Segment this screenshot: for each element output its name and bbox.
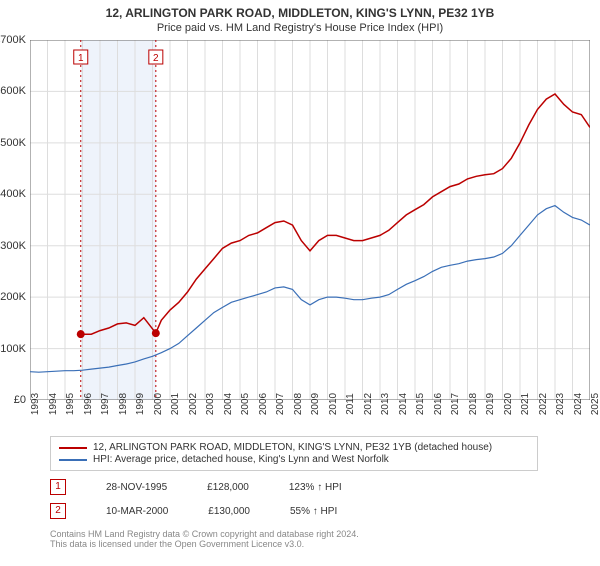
- sale-2-hpi-rel: 55% ↑ HPI: [290, 506, 337, 517]
- x-axis-tick-label: 2004: [223, 393, 234, 415]
- x-axis-tick-label: 2009: [310, 393, 321, 415]
- sale-marker-1-icon: 1: [50, 479, 66, 495]
- x-axis-tick-label: 2001: [170, 393, 181, 415]
- chart-title-address: 12, ARLINGTON PARK ROAD, MIDDLETON, KING…: [0, 6, 600, 20]
- x-axis-tick-label: 1996: [83, 393, 94, 415]
- sale-2-date: 10-MAR-2000: [106, 506, 168, 517]
- x-axis-tick-label: 1999: [135, 393, 146, 415]
- sale-1-date: 28-NOV-1995: [106, 482, 167, 493]
- x-axis-tick-label: 2003: [205, 393, 216, 415]
- legend-swatch-price-paid: [59, 447, 87, 449]
- x-axis-tick-label: 2005: [240, 393, 251, 415]
- sale-1-price: £128,000: [207, 482, 249, 493]
- legend-swatch-hpi: [59, 459, 87, 461]
- x-axis-tick-label: 2022: [538, 393, 549, 415]
- x-axis-tick-label: 1995: [65, 393, 76, 415]
- x-axis-tick-label: 2014: [398, 393, 409, 415]
- sale-1-hpi-rel: 123% ↑ HPI: [289, 482, 342, 493]
- x-axis-tick-label: 1994: [48, 393, 59, 415]
- x-axis-tick-label: 2017: [450, 393, 461, 415]
- x-axis-tick-label: 2012: [363, 393, 374, 415]
- legend-label-price-paid: 12, ARLINGTON PARK ROAD, MIDDLETON, KING…: [93, 442, 492, 453]
- legend-item-price-paid: 12, ARLINGTON PARK ROAD, MIDDLETON, KING…: [59, 442, 529, 453]
- x-axis-tick-label: 2021: [520, 393, 531, 415]
- legend: 12, ARLINGTON PARK ROAD, MIDDLETON, KING…: [50, 436, 538, 471]
- x-axis-tick-label: 2006: [258, 393, 269, 415]
- x-axis-tick-label: 2016: [433, 393, 444, 415]
- sale-2-price: £130,000: [208, 506, 250, 517]
- y-axis-tick-label: £200K: [0, 291, 26, 303]
- sale-row-2: 2 10-MAR-2000 £130,000 55% ↑ HPI: [50, 503, 600, 519]
- x-axis-tick-label: 2025: [590, 393, 600, 415]
- x-axis-tick-label: 2000: [153, 393, 164, 415]
- x-axis-tick-label: 1993: [30, 393, 41, 415]
- legend-label-hpi: HPI: Average price, detached house, King…: [93, 454, 389, 465]
- x-axis-tick-label: 2023: [555, 393, 566, 415]
- x-axis-tick-label: 2002: [188, 393, 199, 415]
- x-axis-tick-label: 2019: [485, 393, 496, 415]
- x-axis-tick-label: 1998: [118, 393, 129, 415]
- x-axis-tick-label: 2020: [503, 393, 514, 415]
- x-axis-tick-label: 2018: [468, 393, 479, 415]
- sale-row-1: 1 28-NOV-1995 £128,000 123% ↑ HPI: [50, 479, 600, 495]
- attribution-line1: Contains HM Land Registry data © Crown c…: [50, 529, 600, 539]
- chart-area: 12 £0£100K£200K£300K£400K£500K£600K£700K…: [30, 40, 590, 400]
- y-axis-tick-label: £600K: [0, 85, 26, 97]
- chart-svg: 12: [30, 40, 590, 400]
- x-axis-tick-label: 2010: [328, 393, 339, 415]
- x-axis-tick-label: 2024: [573, 393, 584, 415]
- attribution-line2: This data is licensed under the Open Gov…: [50, 539, 600, 549]
- y-axis-tick-label: £0: [14, 394, 26, 406]
- y-axis-tick-label: £700K: [0, 34, 26, 46]
- attribution: Contains HM Land Registry data © Crown c…: [50, 529, 600, 549]
- y-axis-tick-label: £300K: [0, 240, 26, 252]
- x-axis-tick-label: 2008: [293, 393, 304, 415]
- x-axis-tick-label: 2007: [275, 393, 286, 415]
- svg-text:1: 1: [78, 53, 84, 64]
- y-axis-tick-label: £400K: [0, 188, 26, 200]
- x-axis-tick-label: 2011: [345, 393, 356, 415]
- sale-marker-2-icon: 2: [50, 503, 66, 519]
- y-axis-tick-label: £100K: [0, 343, 26, 355]
- x-axis-tick-label: 1997: [100, 393, 111, 415]
- svg-text:2: 2: [153, 53, 159, 64]
- chart-title-subtitle: Price paid vs. HM Land Registry's House …: [0, 22, 600, 34]
- x-axis-tick-label: 2015: [415, 393, 426, 415]
- x-axis-tick-label: 2013: [380, 393, 391, 415]
- legend-item-hpi: HPI: Average price, detached house, King…: [59, 454, 529, 465]
- y-axis-tick-label: £500K: [0, 137, 26, 149]
